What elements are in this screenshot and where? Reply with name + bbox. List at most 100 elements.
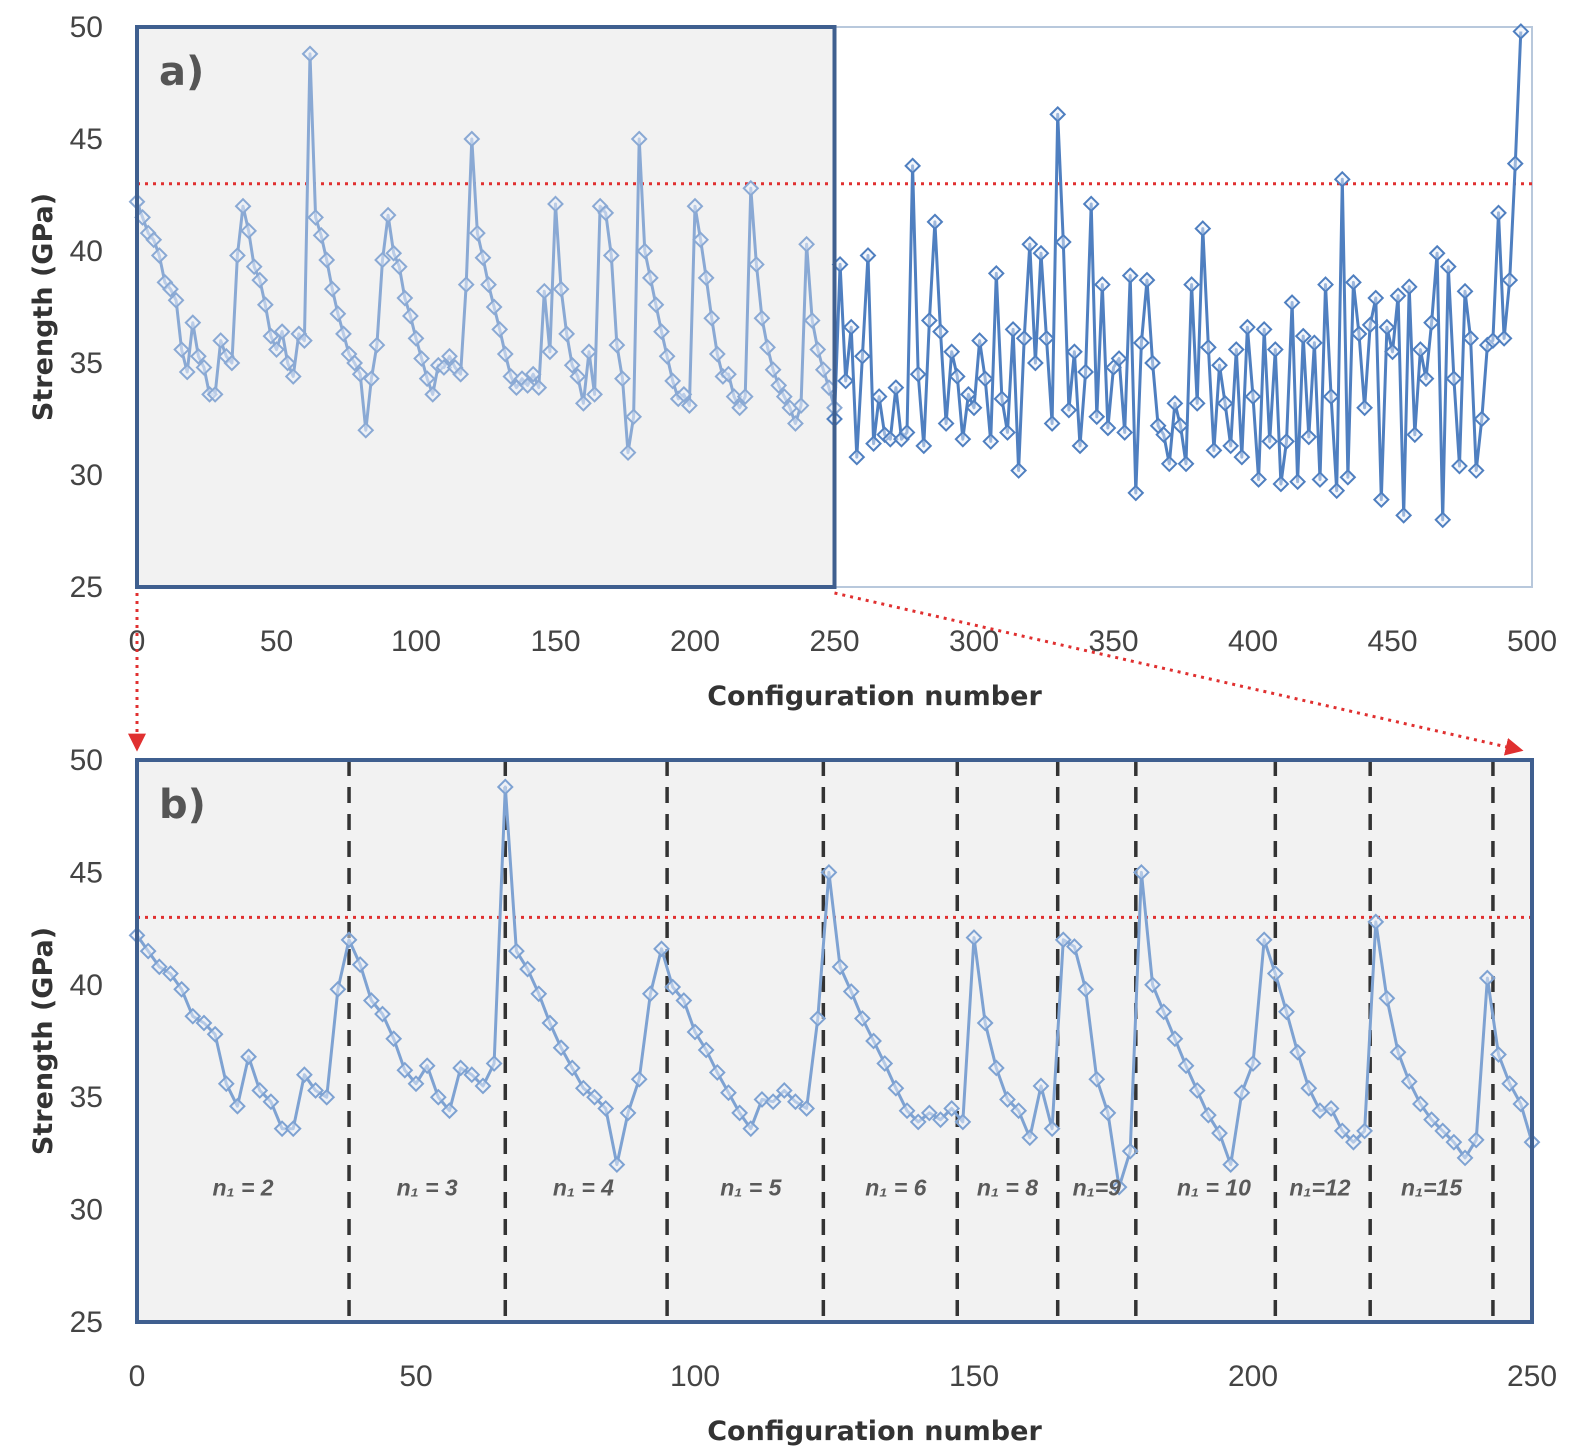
a-data-point [898, 424, 916, 441]
b-data-point [530, 985, 548, 1003]
a-data-point [435, 359, 453, 376]
a-data-point [1060, 401, 1078, 419]
a-data-point [870, 388, 888, 406]
a-x-tick-label: 500 [1507, 625, 1557, 658]
a-data-point [887, 379, 905, 397]
b-data-point [1244, 1055, 1262, 1072]
a-data-point [468, 224, 486, 242]
b-data-point [1010, 1102, 1028, 1120]
b-data-point [720, 1084, 737, 1102]
a-data-point [580, 343, 598, 361]
a-data-point [1266, 341, 1284, 358]
a-data-point [1367, 289, 1385, 307]
b-data-point [809, 1010, 827, 1027]
a-data-point [976, 370, 994, 388]
a-data-point [881, 430, 899, 448]
a-data-point [1043, 415, 1061, 432]
b-y-tick-label: 45 [70, 856, 103, 889]
a-data-point [530, 379, 548, 397]
a-data-point [1127, 484, 1145, 502]
b-data-point [1211, 1124, 1228, 1142]
segment-label: n₁ = 2 [212, 1175, 273, 1201]
segment-label: n₁=12 [1289, 1175, 1350, 1201]
b-data-point [1088, 1070, 1106, 1088]
a-data-point [424, 385, 442, 403]
a-data-point [574, 394, 592, 412]
a-data-point [558, 325, 576, 343]
a-data-point [1322, 388, 1340, 406]
a-data-point [1038, 329, 1055, 347]
a-x-tick-label: 250 [809, 625, 859, 658]
a-data-point [1138, 271, 1156, 289]
a-data-point [189, 347, 207, 365]
a-data-point [1015, 329, 1033, 347]
b-data-point [552, 1039, 570, 1057]
a-data-point [569, 368, 587, 385]
b-x-tick-label: 100 [670, 1360, 720, 1393]
a-data-point [162, 280, 179, 298]
b-data-point [1400, 1073, 1418, 1090]
b-data-point [485, 1055, 503, 1072]
b-data-point [842, 983, 860, 1000]
a-data-point [496, 345, 514, 363]
b-data-point [1490, 1046, 1507, 1063]
b-data-point [1233, 1084, 1251, 1102]
b-data-point [407, 1075, 425, 1093]
a-data-point [1451, 457, 1468, 475]
panel-a-label: a) [159, 49, 204, 95]
b-data-point [1322, 1100, 1340, 1117]
b-data-point [508, 942, 525, 960]
b-data-point [1177, 1057, 1195, 1075]
b-data-point [1411, 1095, 1429, 1113]
b-data-point [418, 1057, 436, 1075]
a-data-point [619, 444, 637, 462]
a-data-point [1172, 417, 1189, 435]
a-data-point [1021, 235, 1039, 253]
a-data-point [295, 332, 313, 350]
a-y-tick-label: 25 [70, 571, 103, 604]
a-data-point [301, 45, 319, 63]
a-data-point [736, 388, 754, 406]
a-data-point [418, 370, 436, 388]
a-data-point [1339, 468, 1357, 486]
panel-a-y-tick-labels: 25 30 35 40 45 50 [70, 11, 103, 604]
a-data-point [597, 204, 615, 222]
a-y-tick-label: 50 [70, 11, 103, 44]
a-x-tick-label: 100 [391, 625, 441, 658]
b-data-point [865, 1032, 882, 1050]
a-data-point [798, 235, 816, 253]
a-data-point [1445, 370, 1463, 388]
panel-b-series [128, 778, 1541, 1196]
b-x-tick-label: 50 [399, 1360, 432, 1393]
a-data-point [502, 368, 520, 385]
panel-b-chart: n₁ = 2 n₁ = 3 n₁ = 4 n₁ = 5 n₁ = 6 n₁ = 8 n₁=9… [28, 744, 1557, 1447]
a-data-point [1010, 462, 1028, 479]
a-data-point [1177, 455, 1195, 473]
b-data-point [586, 1088, 603, 1106]
a-data-point [541, 343, 559, 361]
a-data-point [926, 213, 944, 231]
panel-b-y-tick-labels: 25 30 35 40 45 50 [70, 744, 103, 1339]
panel-a-x-axis-title: Configuration number [707, 681, 1042, 712]
b-data-point [1445, 1133, 1463, 1151]
b-data-point [1345, 1133, 1362, 1151]
a-data-point [971, 332, 988, 350]
b-data-point [697, 1041, 715, 1059]
panel-b-x-axis-title: Configuration number [707, 1416, 1042, 1447]
a-data-point [664, 372, 682, 390]
a-data-point [407, 329, 425, 347]
b-data-point [1066, 938, 1083, 955]
b-y-tick-label: 30 [70, 1194, 103, 1227]
b-data-point [284, 1120, 302, 1138]
b-data-point [675, 992, 693, 1009]
b-y-tick-label: 35 [70, 1081, 103, 1114]
a-data-point [357, 421, 375, 439]
b-data-point [1099, 1104, 1117, 1122]
a-data-point [1066, 343, 1083, 361]
b-data-point [664, 978, 682, 996]
a-data-point [625, 408, 643, 426]
a-data-point [368, 336, 386, 354]
a-data-point [329, 305, 347, 323]
a-data-point [608, 336, 626, 354]
b-data-point [954, 1113, 972, 1131]
